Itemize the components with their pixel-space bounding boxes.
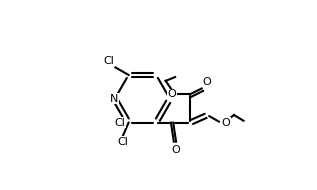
Text: Cl: Cl [114, 118, 125, 128]
Text: O: O [203, 77, 211, 87]
Text: O: O [222, 118, 230, 128]
Text: O: O [172, 146, 180, 155]
Text: Cl: Cl [117, 137, 128, 147]
Text: Cl: Cl [103, 56, 114, 66]
Text: O: O [167, 89, 176, 99]
Text: N: N [110, 94, 118, 104]
